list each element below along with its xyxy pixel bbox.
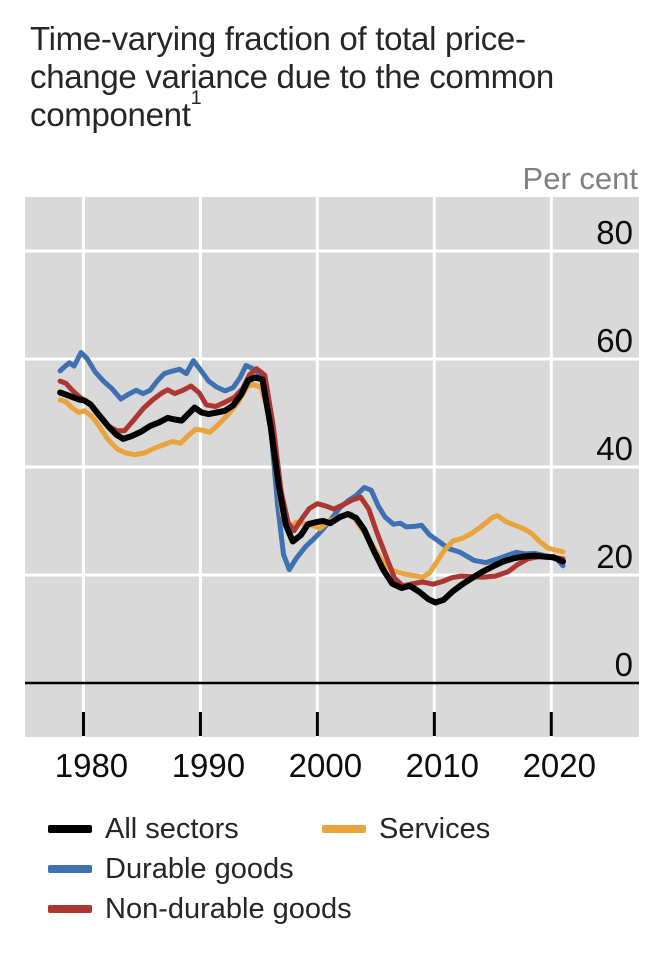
title-line-3: component bbox=[30, 96, 191, 133]
legend-item: Services bbox=[322, 809, 490, 849]
x-tick-label: 1990 bbox=[172, 747, 245, 784]
legend-label: Durable goods bbox=[105, 852, 294, 885]
legend-swatch bbox=[322, 825, 366, 833]
title-line-2: change variance due to the common bbox=[30, 58, 554, 95]
legend-column: All sectors Durable goods Non-durable good… bbox=[48, 809, 352, 929]
y-tick-label: 60 bbox=[596, 322, 633, 359]
legend-label: Non-durable goods bbox=[105, 892, 352, 925]
y-tick-label: 80 bbox=[596, 214, 633, 251]
x-tick-label: 1980 bbox=[55, 747, 128, 784]
series-durable-goods bbox=[57, 350, 566, 573]
unit-label: Per cent bbox=[522, 161, 638, 196]
y-tick-label: 20 bbox=[596, 538, 633, 575]
legend-column: Services bbox=[322, 809, 490, 849]
legend-item: Durable goods bbox=[48, 849, 352, 889]
legend-label: All sectors bbox=[105, 812, 239, 845]
x-tick-label: 2020 bbox=[523, 747, 596, 784]
y-tick-label: 40 bbox=[596, 430, 633, 467]
title-line-1: Time-varying fraction of total price- bbox=[30, 20, 526, 57]
legend-swatch bbox=[48, 905, 92, 913]
chart-title: Time-varying fraction of total price-cha… bbox=[30, 20, 645, 134]
legend-item: Non-durable goods bbox=[48, 889, 352, 929]
footnote-marker: 1 bbox=[190, 87, 202, 110]
x-tick-label: 2000 bbox=[289, 747, 362, 784]
legend-swatch bbox=[48, 825, 92, 833]
y-tick-label: 0 bbox=[615, 646, 633, 683]
legend: All sectors Durable goods Non-durable good… bbox=[0, 809, 668, 934]
legend-label: Services bbox=[379, 812, 491, 845]
legend-swatch bbox=[48, 865, 92, 873]
legend-item: All sectors bbox=[48, 809, 352, 849]
series-all-sectors bbox=[57, 374, 566, 606]
x-tick-label: 2010 bbox=[406, 747, 479, 784]
